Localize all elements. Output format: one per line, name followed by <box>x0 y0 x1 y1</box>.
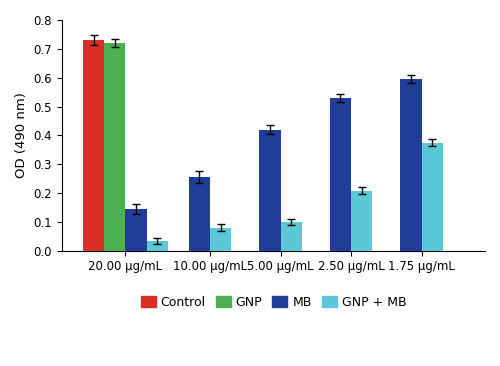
Bar <box>210 228 231 251</box>
Bar <box>126 209 146 251</box>
Bar <box>330 98 351 251</box>
Bar <box>146 241 168 251</box>
Bar <box>400 79 421 251</box>
Bar <box>104 43 126 251</box>
Y-axis label: OD (490 nm): OD (490 nm) <box>15 93 28 178</box>
Bar <box>260 130 280 251</box>
Bar <box>351 191 372 251</box>
Legend: Control, GNP, MB, GNP + MB: Control, GNP, MB, GNP + MB <box>136 291 411 314</box>
Bar <box>280 222 301 251</box>
Bar <box>83 40 104 251</box>
Bar <box>189 177 210 251</box>
Bar <box>422 143 442 251</box>
